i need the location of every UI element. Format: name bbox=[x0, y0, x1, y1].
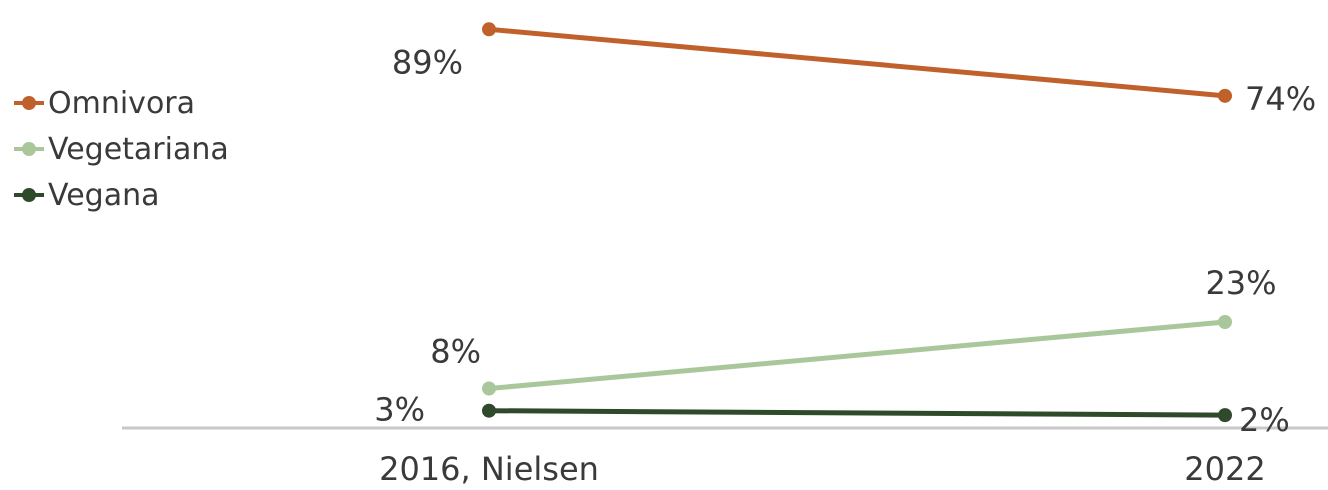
legend-marker-vegana bbox=[14, 188, 44, 202]
legend-dot-vegetariana bbox=[22, 142, 36, 156]
data-label-omnivora-1: 74% bbox=[1245, 80, 1316, 118]
legend-label-vegetariana: Vegetariana bbox=[48, 131, 229, 167]
series-line-vegetariana bbox=[486, 319, 1228, 392]
data-point-vegana-1 bbox=[1218, 408, 1232, 423]
data-label-vegana-1: 2% bbox=[1239, 401, 1290, 439]
legend: Omnivora Vegetariana Vegana bbox=[14, 80, 229, 218]
data-label-vegetariana-0: 8% bbox=[430, 333, 481, 371]
data-point-vegetariana-0 bbox=[482, 381, 496, 396]
legend-item-vegetariana: Vegetariana bbox=[14, 126, 229, 172]
data-label-omnivora-0: 89% bbox=[392, 43, 463, 81]
legend-item-vegana: Vegana bbox=[14, 172, 229, 218]
data-label-vegana-0: 3% bbox=[374, 391, 425, 429]
data-label-vegetariana-1: 23% bbox=[1205, 264, 1276, 302]
legend-dot-omnivora bbox=[22, 96, 36, 110]
legend-label-omnivora: Omnivora bbox=[48, 85, 196, 121]
x-tick-label-1: 2022 bbox=[1184, 450, 1265, 488]
legend-marker-vegetariana bbox=[14, 142, 44, 156]
data-point-vegetariana-1 bbox=[1218, 315, 1232, 329]
data-point-omnivora-1 bbox=[1218, 88, 1232, 103]
series-line-vegana bbox=[486, 408, 1228, 418]
data-point-omnivora-0 bbox=[482, 22, 496, 37]
legend-dot-vegana bbox=[22, 188, 36, 202]
legend-item-omnivora: Omnivora bbox=[14, 80, 229, 126]
x-tick-label-0: 2016, Nielsen bbox=[379, 450, 599, 488]
legend-marker-omnivora bbox=[14, 96, 44, 110]
data-point-vegana-0 bbox=[482, 403, 496, 418]
series-line-omnivora bbox=[486, 26, 1228, 99]
legend-label-vegana: Vegana bbox=[48, 177, 160, 213]
series-layer: 89% 74% 8% 23% 3% 2% bbox=[374, 22, 1316, 439]
